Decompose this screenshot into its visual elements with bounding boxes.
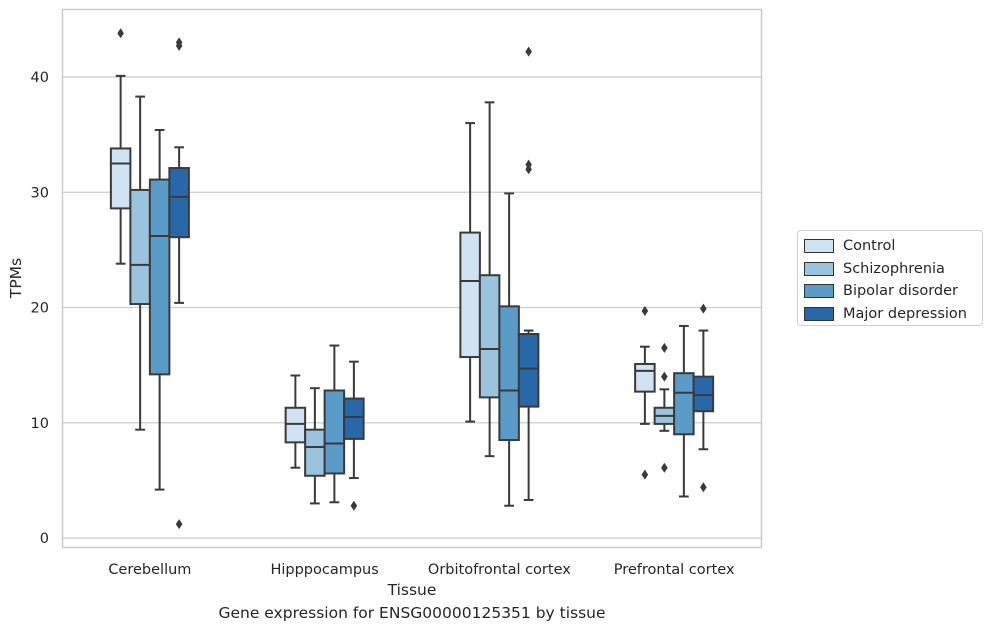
- outlier-point: [641, 469, 649, 480]
- y-tick-label: 40: [31, 70, 49, 86]
- outlier-point: [350, 500, 358, 511]
- outlier-point: [661, 371, 668, 382]
- outlier-point: [525, 159, 532, 170]
- x-tick-label: Prefrontal cortex: [614, 562, 735, 578]
- box-schizophrenia: [304, 428, 326, 477]
- x-tick-label: Hipppocampus: [270, 562, 378, 578]
- box-group-hipppocampus: [284, 344, 365, 511]
- x-tick-label: Orbitofrontal cortex: [428, 562, 571, 578]
- box-bipolar-disorder: [498, 305, 520, 442]
- outlier-point: [175, 37, 183, 48]
- box-control: [634, 362, 656, 393]
- legend-swatch: [804, 261, 834, 276]
- legend-swatch: [804, 239, 834, 254]
- box-control: [459, 231, 481, 359]
- legend-label: Control: [843, 238, 896, 255]
- outlier-point: [525, 46, 532, 57]
- legend-label: Major depression: [843, 305, 967, 322]
- legend-label: Bipolar disorder: [843, 283, 958, 300]
- chart-caption: Gene expression for ENSG00000125351 by t…: [218, 604, 606, 622]
- legend-item: Bipolar disorder: [804, 280, 976, 303]
- outlier-point: [175, 519, 183, 530]
- plot-area-frame: [61, 8, 763, 549]
- legend: Control Schizophrenia Bipolar disorder Majo…: [797, 230, 983, 326]
- outlier-point: [700, 482, 707, 493]
- box-bipolar-disorder: [673, 372, 695, 436]
- box-bipolar-disorder: [148, 178, 171, 376]
- outlier-point: [117, 28, 124, 39]
- outlier-point: [661, 342, 668, 353]
- outlier-point: [700, 303, 707, 314]
- y-axis-ticks: 0 10 20 30 40: [31, 70, 49, 547]
- legend-item: Schizophrenia: [804, 258, 976, 281]
- box-schizophrenia: [129, 188, 151, 306]
- box-group-orbitofrontal-cortex: [459, 46, 540, 507]
- box-groups: [109, 28, 715, 530]
- box-group-cerebellum: [109, 28, 190, 530]
- legend-item: Control: [804, 235, 976, 258]
- x-axis-title: Tissue: [387, 581, 437, 599]
- y-tick-label: 0: [40, 531, 49, 547]
- outlier-point: [641, 305, 649, 316]
- y-tick-label: 10: [31, 416, 49, 432]
- box-major-depression: [517, 333, 540, 408]
- legend-swatch: [804, 306, 834, 321]
- y-tick-label: 30: [31, 185, 49, 201]
- box-major-depression: [343, 397, 365, 440]
- box-major-depression: [168, 167, 190, 239]
- box-schizophrenia: [478, 274, 501, 399]
- y-tick-label: 20: [31, 301, 49, 317]
- legend-item: Major depression: [804, 303, 976, 326]
- legend-label: Schizophrenia: [843, 260, 945, 277]
- x-tick-label: Cerebellum: [108, 562, 191, 578]
- x-axis-ticks: Cerebellum Hipppocampus Orbitofrontal cort…: [108, 562, 735, 578]
- box-control: [284, 406, 307, 444]
- legend-swatch: [804, 284, 834, 299]
- box-control: [109, 147, 132, 210]
- box-group-prefrontal-cortex: [634, 303, 715, 498]
- outlier-point: [661, 462, 668, 473]
- box-bipolar-disorder: [323, 389, 346, 475]
- y-axis-title: TPMs: [7, 258, 25, 299]
- box-major-depression: [692, 375, 715, 413]
